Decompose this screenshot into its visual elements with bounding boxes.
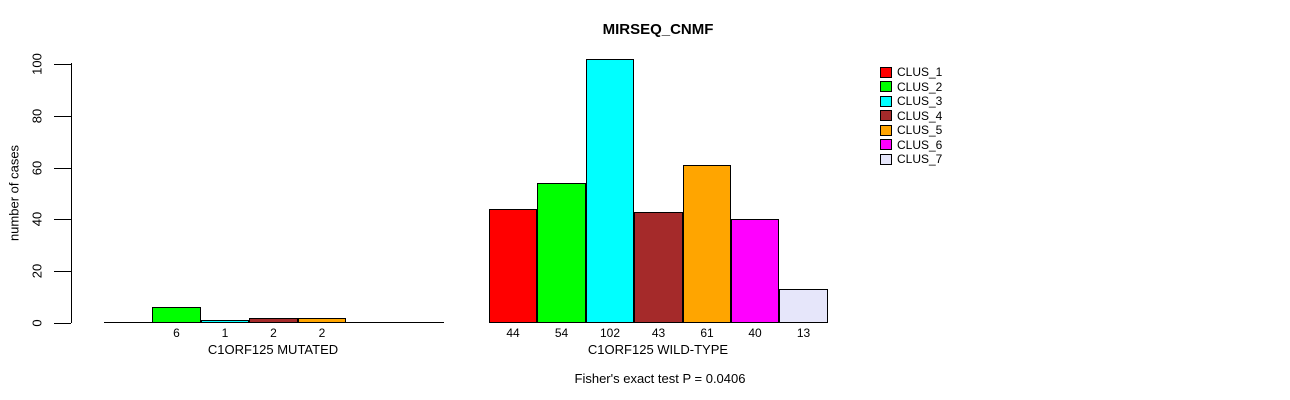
legend-swatch-CLUS_7: [880, 153, 892, 165]
y-axis-tick-label: 0: [29, 319, 45, 327]
y-axis-tick-label: 60: [29, 160, 45, 176]
bar-value-label: 43: [651, 326, 666, 340]
y-axis-line: [71, 63, 72, 323]
y-axis-tick: [54, 116, 71, 117]
y-axis-tick-label: 80: [29, 108, 45, 124]
bar-CLUS_3-group1: [586, 59, 634, 323]
bar-value-label: 6: [173, 326, 180, 340]
legend-swatch-CLUS_3: [880, 95, 892, 107]
bar-CLUS_2-group1: [537, 183, 586, 323]
y-axis-label: number of cases: [6, 144, 22, 242]
y-axis-tick: [54, 271, 71, 272]
fisher-test-annotation: Fisher's exact test P = 0.0406: [574, 371, 746, 386]
legend-label: CLUS_6: [897, 137, 943, 152]
legend-label: CLUS_7: [897, 152, 943, 167]
y-axis-tick: [54, 168, 71, 169]
y-axis-tick-label: 20: [29, 263, 45, 279]
legend-item-CLUS_2: CLUS_2: [880, 80, 942, 95]
y-axis-tick: [54, 323, 71, 324]
bar-value-label: 102: [599, 326, 621, 340]
bar-CLUS_2-group0: [152, 307, 201, 323]
legend: CLUS_1 CLUS_2 CLUS_3 CLUS_4 CLUS_5 CLUS_6 CLUS…: [880, 65, 942, 167]
legend-swatch-CLUS_2: [880, 81, 892, 93]
legend-item-CLUS_1: CLUS_1: [880, 65, 942, 80]
bar-value-label: 2: [318, 326, 326, 340]
y-axis-tick-label: 40: [29, 211, 45, 227]
bar-CLUS_1-group0-zero: [104, 322, 153, 323]
y-axis-tick: [54, 219, 71, 220]
legend-label: CLUS_3: [897, 94, 943, 109]
legend-label: CLUS_5: [897, 123, 943, 138]
group-label-mutated: C1ORF125 MUTATED: [207, 342, 339, 357]
legend-item-CLUS_3: CLUS_3: [880, 94, 942, 109]
bar-value-label: 44: [506, 326, 520, 340]
bar-value-label: 13: [796, 326, 811, 340]
y-axis-tick-label: 100: [29, 53, 45, 75]
bar-CLUS_6-group0-zero: [346, 322, 395, 323]
legend-swatch-CLUS_4: [880, 110, 892, 122]
legend-item-CLUS_4: CLUS_4: [880, 109, 942, 124]
bar-CLUS_4-group0: [249, 318, 298, 323]
legend-swatch-CLUS_5: [880, 124, 892, 136]
chart-title: MIRSEQ_CNMF: [602, 21, 714, 38]
bar-CLUS_6-group1: [731, 219, 779, 323]
legend-label: CLUS_2: [897, 79, 943, 94]
bar-value-label: 1: [221, 326, 229, 340]
bar-value-label: 40: [748, 326, 762, 340]
bar-CLUS_3-group0: [201, 320, 249, 323]
bar-value-label: 54: [554, 326, 569, 340]
bar-CLUS_1-group1: [489, 209, 537, 323]
bar-CLUS_7-group0-zero: [394, 322, 444, 323]
legend-item-CLUS_6: CLUS_6: [880, 138, 942, 153]
bar-value-label: 61: [700, 326, 714, 340]
bar-CLUS_5-group0: [298, 318, 346, 323]
group-label-wild-type: C1ORF125 WILD-TYPE: [587, 342, 729, 357]
bar-CLUS_7-group1: [779, 289, 828, 323]
legend-item-CLUS_5: CLUS_5: [880, 123, 942, 138]
bar-CLUS_5-group1: [683, 165, 731, 323]
bar-value-label: 2: [270, 326, 277, 340]
legend-swatch-CLUS_1: [880, 66, 892, 78]
legend-item-CLUS_7: CLUS_7: [880, 152, 942, 167]
legend-label: CLUS_1: [897, 65, 943, 80]
y-axis-tick: [54, 64, 71, 65]
bar-CLUS_4-group1: [634, 212, 683, 323]
legend-swatch-CLUS_6: [880, 139, 892, 151]
legend-label: CLUS_4: [897, 108, 943, 123]
